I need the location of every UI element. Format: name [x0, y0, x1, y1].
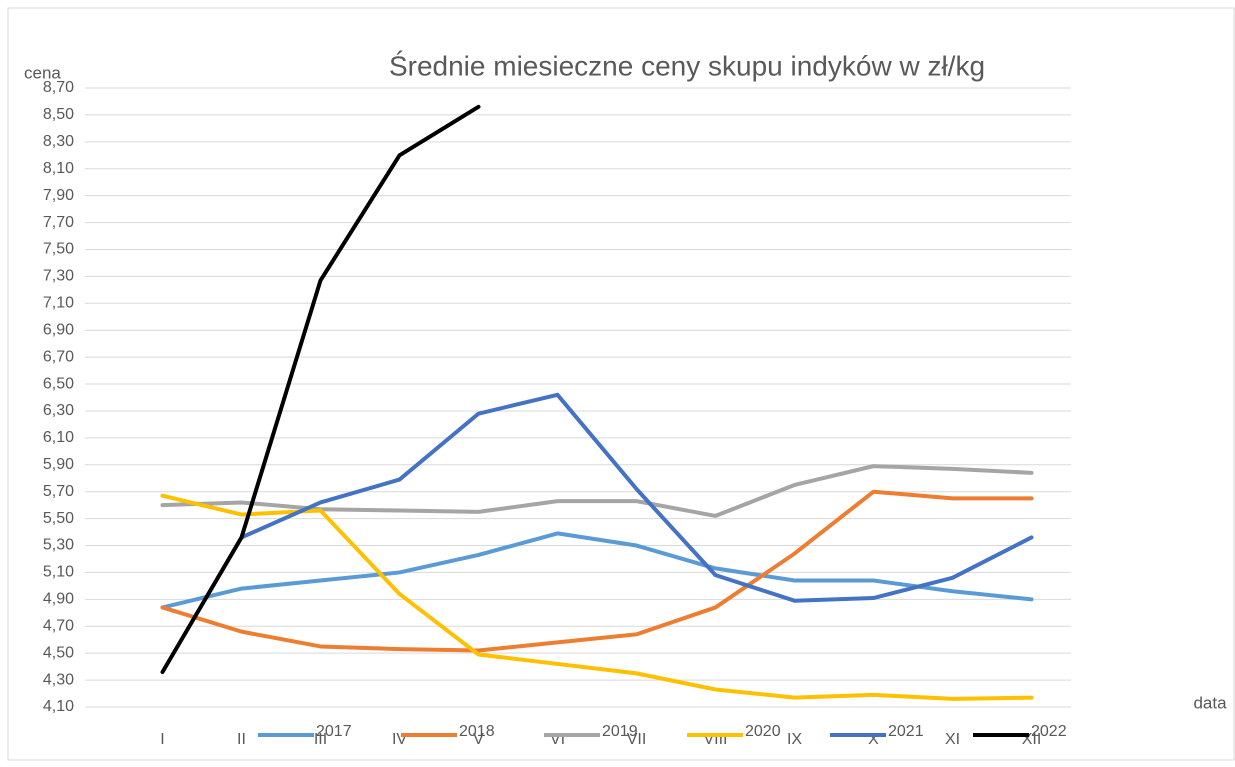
x-axis-label: data — [1193, 693, 1227, 712]
x-tick-label: I — [160, 731, 164, 748]
x-tick-label: II — [237, 731, 246, 748]
series-line — [160, 489, 1034, 653]
series-line — [160, 104, 481, 675]
legend-label: 2020 — [745, 723, 781, 740]
y-tick-label: 6,30 — [43, 402, 74, 419]
legend-label: 2021 — [888, 723, 924, 740]
legend-label: 2018 — [459, 723, 495, 740]
y-axis-label: cena — [24, 63, 61, 82]
x-tick-label: VII — [627, 731, 647, 748]
y-tick-label: 5,10 — [43, 564, 74, 581]
y-tick-label: 4,90 — [43, 591, 74, 608]
x-tick-label: XI — [945, 731, 960, 748]
y-tick-label: 8,30 — [43, 133, 74, 150]
x-tick-label: IX — [787, 731, 802, 748]
y-tick-label: 6,70 — [43, 348, 74, 365]
y-tick-label: 4,10 — [43, 698, 74, 715]
x-tick-label: V — [473, 731, 484, 748]
y-tick-label: 5,50 — [43, 510, 74, 527]
y-tick-label: 7,50 — [43, 241, 74, 258]
x-tick-label: III — [314, 731, 327, 748]
y-tick-label: 6,90 — [43, 321, 74, 338]
y-tick-label: 5,90 — [43, 456, 74, 473]
chart-title: Średnie miesieczne ceny skupu indyków w … — [389, 49, 985, 81]
y-tick-label: 8,50 — [43, 106, 74, 123]
y-tick-label: 6,10 — [43, 429, 74, 446]
legend-label: 2022 — [1031, 723, 1067, 740]
y-tick-label: 4,70 — [43, 617, 74, 634]
legend-label: 2017 — [316, 723, 352, 740]
y-tick-label: 7,70 — [43, 214, 74, 231]
y-tick-label: 8,70 — [43, 79, 74, 96]
y-tick-label: 7,90 — [43, 187, 74, 204]
x-tick-label: X — [868, 731, 879, 748]
y-tick-label: 7,30 — [43, 268, 74, 285]
y-tick-label: 5,30 — [43, 537, 74, 554]
series-line — [239, 392, 1034, 603]
y-tick-label: 7,10 — [43, 295, 74, 312]
y-tick-label: 4,50 — [43, 644, 74, 661]
y-tick-label: 4,30 — [43, 671, 74, 688]
y-tick-label: 6,50 — [43, 375, 74, 392]
series-line — [160, 531, 1034, 610]
legend-label: 2019 — [602, 723, 638, 740]
y-tick-label: 8,10 — [43, 160, 74, 177]
y-tick-label: 5,70 — [43, 483, 74, 500]
series-line — [160, 493, 1034, 701]
